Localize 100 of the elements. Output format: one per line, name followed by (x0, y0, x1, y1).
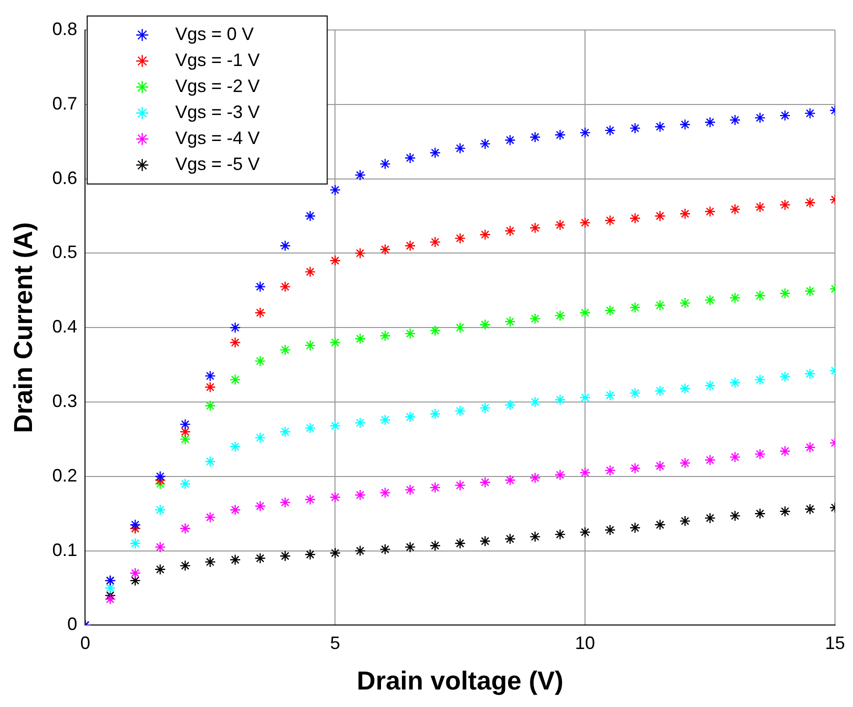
point (804, 286, 816, 297)
point (354, 169, 366, 181)
point (779, 110, 791, 122)
point (704, 206, 716, 218)
point (529, 396, 541, 408)
point (754, 290, 766, 302)
y-tick-label: 0.5 (52, 242, 78, 262)
point (254, 355, 266, 367)
point (280, 496, 291, 508)
point (729, 204, 741, 215)
point (529, 132, 541, 143)
point (554, 528, 566, 540)
point (604, 524, 616, 536)
point (254, 432, 266, 444)
point (180, 426, 191, 438)
point (679, 457, 691, 469)
point (779, 199, 791, 210)
point (330, 336, 341, 348)
point (604, 464, 616, 476)
point (804, 442, 816, 453)
point (529, 472, 541, 484)
point (280, 550, 291, 562)
point (554, 469, 566, 481)
point (230, 374, 241, 386)
point (529, 222, 541, 234)
point (554, 219, 566, 231)
point (354, 248, 366, 259)
point (180, 418, 191, 430)
point (554, 310, 566, 322)
point (230, 441, 241, 452)
point (604, 304, 616, 316)
point (380, 244, 391, 256)
point (204, 456, 216, 468)
point (579, 526, 591, 538)
point (454, 405, 466, 417)
point (729, 377, 741, 388)
y-tick-label: 0.2 (52, 465, 78, 486)
point (754, 112, 766, 124)
point (354, 545, 366, 556)
point (404, 411, 416, 422)
point (629, 212, 641, 224)
point (454, 480, 466, 491)
point (304, 422, 316, 434)
point (604, 214, 616, 226)
point (629, 522, 641, 534)
point (529, 313, 541, 324)
point (430, 408, 441, 420)
point (754, 448, 766, 460)
point (629, 387, 641, 399)
point (504, 316, 516, 328)
point (380, 158, 391, 170)
point (404, 484, 416, 496)
point (404, 240, 416, 252)
point (354, 333, 366, 344)
point (154, 470, 166, 482)
point (629, 462, 641, 474)
point (579, 467, 591, 478)
point (504, 399, 516, 411)
point (230, 504, 241, 516)
point (704, 380, 716, 392)
point (604, 390, 616, 401)
point (679, 383, 691, 394)
point (230, 322, 241, 334)
point (304, 266, 316, 278)
point (704, 294, 716, 306)
point (430, 482, 441, 494)
legend-label: Vgs = -4 V (175, 128, 260, 148)
point (604, 124, 616, 136)
point (779, 288, 791, 299)
point (180, 478, 191, 490)
legend-label: Vgs = 0 V (175, 24, 254, 44)
point (404, 541, 416, 553)
y-tick-label: 0.3 (52, 390, 78, 411)
point (130, 519, 141, 530)
point (804, 197, 816, 208)
point (380, 544, 391, 555)
point (230, 336, 241, 348)
point (654, 385, 666, 396)
y-tick-label: 0.7 (52, 93, 78, 114)
point (204, 400, 216, 412)
point (204, 370, 216, 382)
point (480, 138, 491, 150)
point (430, 540, 441, 552)
x-tick-label: 10 (575, 632, 596, 653)
point (304, 548, 316, 560)
point (304, 494, 316, 506)
point (654, 300, 666, 311)
point (779, 446, 791, 457)
point (654, 519, 666, 530)
point (204, 512, 216, 523)
point (180, 560, 191, 572)
legend-label: Vgs = -3 V (175, 102, 260, 122)
point (529, 531, 541, 542)
point (154, 504, 166, 516)
point (679, 208, 691, 220)
point (230, 554, 241, 566)
point (180, 434, 191, 445)
point (679, 515, 691, 527)
point (254, 307, 266, 318)
point (330, 255, 341, 266)
